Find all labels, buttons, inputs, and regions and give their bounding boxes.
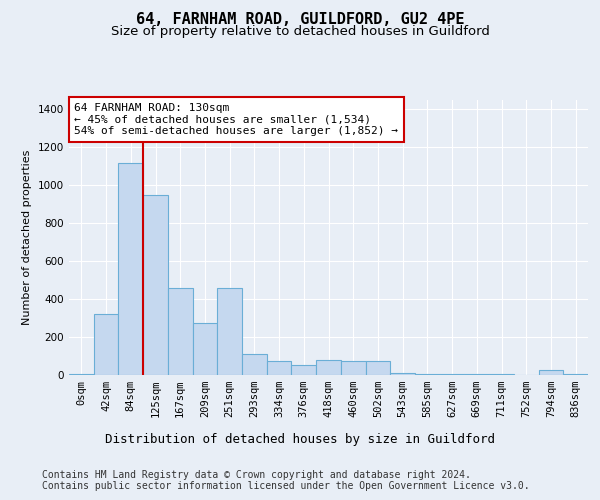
Text: Distribution of detached houses by size in Guildford: Distribution of detached houses by size … bbox=[105, 432, 495, 446]
Bar bbox=[390, 373, 415, 375]
Text: Size of property relative to detached houses in Guildford: Size of property relative to detached ho… bbox=[110, 25, 490, 38]
Bar bbox=[94, 314, 118, 375]
Bar bbox=[217, 288, 242, 375]
Bar bbox=[539, 370, 563, 375]
Bar bbox=[168, 288, 193, 375]
Bar bbox=[193, 323, 217, 375]
Text: 64 FARNHAM ROAD: 130sqm
← 45% of detached houses are smaller (1,534)
54% of semi: 64 FARNHAM ROAD: 130sqm ← 45% of detache… bbox=[74, 103, 398, 136]
Bar bbox=[563, 374, 588, 375]
Text: Contains HM Land Registry data © Crown copyright and database right 2024.: Contains HM Land Registry data © Crown c… bbox=[42, 470, 471, 480]
Bar bbox=[242, 354, 267, 375]
Bar bbox=[292, 364, 316, 375]
Bar bbox=[365, 361, 390, 375]
Bar bbox=[489, 374, 514, 375]
Bar bbox=[464, 374, 489, 375]
Bar bbox=[118, 162, 143, 375]
Bar bbox=[143, 195, 168, 375]
Y-axis label: Number of detached properties: Number of detached properties bbox=[22, 150, 32, 325]
Text: 64, FARNHAM ROAD, GUILDFORD, GU2 4PE: 64, FARNHAM ROAD, GUILDFORD, GU2 4PE bbox=[136, 12, 464, 28]
Bar bbox=[316, 360, 341, 375]
Bar bbox=[440, 374, 464, 375]
Text: Contains public sector information licensed under the Open Government Licence v3: Contains public sector information licen… bbox=[42, 481, 530, 491]
Bar bbox=[69, 374, 94, 375]
Bar bbox=[341, 361, 365, 375]
Bar bbox=[415, 374, 440, 375]
Bar bbox=[267, 361, 292, 375]
